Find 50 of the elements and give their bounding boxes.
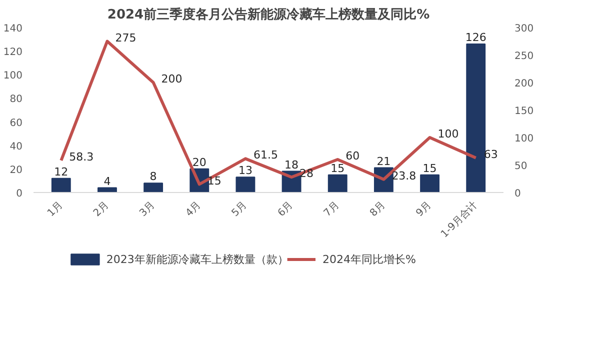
data-label: 13 <box>238 164 252 178</box>
x-tick-label: 6月 <box>276 200 296 219</box>
y-tick-label: 120 <box>3 47 23 58</box>
data-label: 20 <box>192 156 206 169</box>
x-tick-label: 7月 <box>322 200 342 219</box>
x-tick-label: 2月 <box>92 200 112 219</box>
data-label: 18 <box>284 158 299 172</box>
y2-tick-label: 100 <box>514 134 534 144</box>
y2-tick-label: 300 <box>514 24 534 34</box>
bar <box>420 174 440 192</box>
data-label: 4 <box>104 174 111 188</box>
y-tick-label: 20 <box>10 164 23 176</box>
y2-tick-label: 200 <box>514 78 534 90</box>
x-tick-label: 9月 <box>414 200 434 219</box>
y-tick-label: 40 <box>10 141 23 152</box>
x-tick-label: 1-9月合计 <box>438 198 480 240</box>
y-tick-label: 80 <box>10 94 23 106</box>
data-label: 60 <box>346 150 360 162</box>
bar <box>51 178 71 192</box>
y2-tick-label: 0 <box>514 188 521 200</box>
data-label: 200 <box>161 72 182 86</box>
bar <box>328 174 348 192</box>
x-tick-label: 4月 <box>184 200 204 219</box>
data-label: 100 <box>438 128 459 140</box>
data-label: 15 <box>422 162 437 175</box>
legend-label: 2023年新能源冷藏车上榜数量（款） <box>106 253 288 266</box>
data-label: 12 <box>54 165 68 178</box>
x-tick-label: 8月 <box>368 200 388 219</box>
legend-label: 2024年同比增长% <box>322 253 416 266</box>
data-label: 61.5 <box>253 148 278 162</box>
y2-tick-label: 150 <box>514 106 534 117</box>
chart-title: 2024前三季度各月公告新能源冷藏车上榜数量及同比% <box>107 6 430 22</box>
bar <box>144 182 164 192</box>
data-label: 15 <box>330 162 345 175</box>
y2-tick-label: 250 <box>514 51 534 62</box>
data-label: 58.3 <box>69 150 94 164</box>
data-label: 8 <box>150 170 157 184</box>
data-label: 275 <box>115 31 136 44</box>
bar <box>466 44 486 192</box>
data-label: 126 <box>465 31 486 44</box>
y-tick-label: 140 <box>3 24 23 34</box>
bar <box>236 176 256 192</box>
x-tick-label: 5月 <box>230 200 250 219</box>
data-label: 21 <box>376 154 391 168</box>
x-tick-label: 1月 <box>46 200 66 219</box>
y2-tick-label: 50 <box>514 161 528 172</box>
y-tick-label: 0 <box>16 188 23 200</box>
y-tick-label: 60 <box>10 118 23 129</box>
y-tick-label: 100 <box>3 70 23 82</box>
x-tick-label: 3月 <box>138 200 158 219</box>
